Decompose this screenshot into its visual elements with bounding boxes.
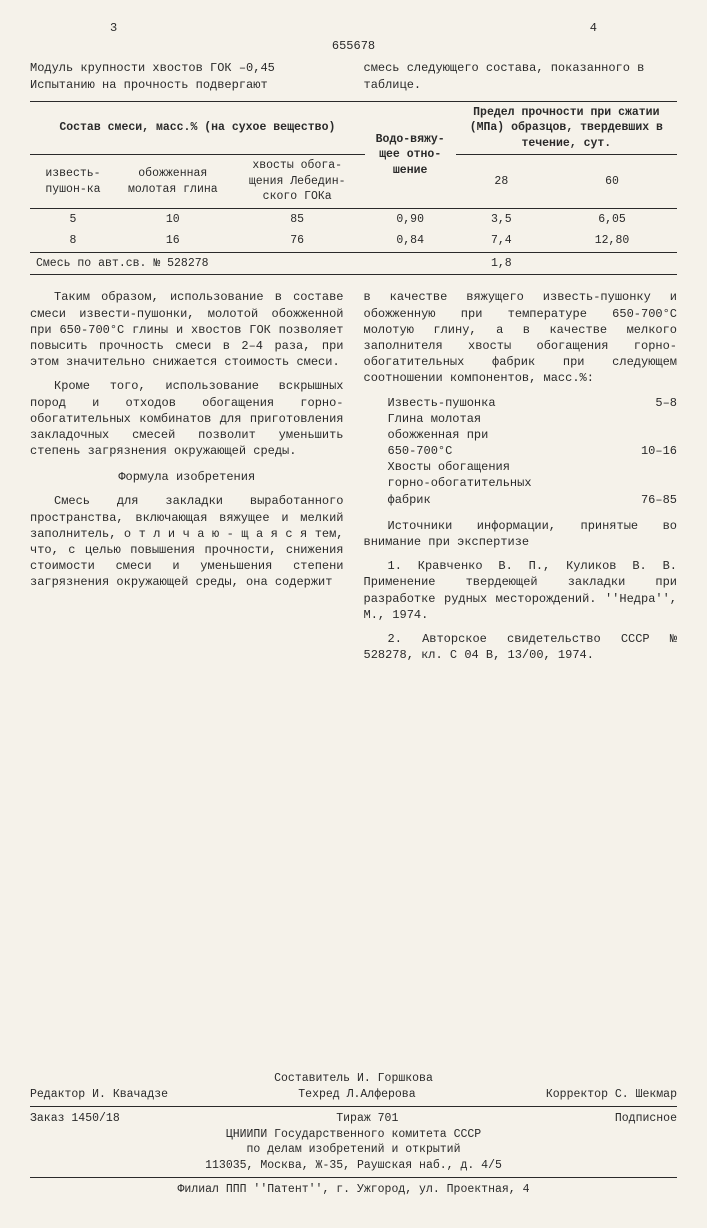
table-row: 5 10 85 0,90 3,5 6,05 — [30, 208, 677, 230]
tech-editor: Техред Л.Алферова — [298, 1087, 415, 1103]
th-strength: Предел прочности при сжатии (МПа) образц… — [456, 101, 677, 155]
intro-left: Модуль крупности хвостов ГОК –0,45 Испыт… — [30, 60, 344, 92]
formula-title: Формула изобретения — [30, 469, 344, 485]
th-c2: обожженная молотая глина — [116, 155, 230, 209]
tirage: Тираж 701 — [336, 1111, 398, 1127]
doc-number: 655678 — [30, 38, 677, 54]
para-3: Смесь для закладки выработанного простра… — [30, 493, 344, 590]
order: Заказ 1450/18 — [30, 1111, 120, 1127]
th-c1: известь-пушон-ка — [30, 155, 116, 209]
components-list: Известь-пушонка5–8 Глина молотая обожжен… — [364, 395, 678, 508]
data-table: Состав смеси, масс.% (на сухое вещество)… — [30, 101, 677, 276]
source-1: 1. Кравченко В. П., Куликов В. В. Примен… — [364, 558, 678, 623]
branch: Филиал ППП ''Патент'', г. Ужгород, ул. П… — [30, 1177, 677, 1198]
subscription: Подписное — [615, 1111, 677, 1127]
intro-right: смесь следующего состава, показанного в … — [364, 60, 678, 92]
editor: Редактор И. Квачадзе — [30, 1087, 168, 1103]
th-c5: 60 — [547, 155, 677, 209]
page-num-right: 4 — [590, 20, 597, 36]
source-2: 2. Авторское свидетельство СССР № 528278… — [364, 631, 678, 663]
table-row: 8 16 76 0,84 7,4 12,80 — [30, 230, 677, 252]
corrector: Корректор С. Шекмар — [546, 1087, 677, 1103]
compiler: Составитель И. Горшкова — [30, 1071, 677, 1087]
th-c4: 28 — [456, 155, 547, 209]
para-1: Таким образом, использование в составе с… — [30, 289, 344, 370]
para-2: Кроме того, использование вскрышных поро… — [30, 378, 344, 459]
page-num-left: 3 — [110, 20, 117, 36]
org-1: ЦНИИПИ Государственного комитета СССР — [30, 1127, 677, 1143]
org-2: по делам изобретений и открытий — [30, 1142, 677, 1158]
footer: Составитель И. Горшкова Редактор И. Квач… — [30, 1071, 677, 1198]
para-4: в качестве вяжущего известь-пушонку и об… — [364, 289, 678, 386]
address: 113035, Москва, Ж-35, Раушская наб., д. … — [30, 1158, 677, 1174]
th-c3: хвосты обога-щения Лебедин-ского ГОКа — [230, 155, 365, 209]
table-row: Смесь по авт.св. № 528278 1,8 — [30, 252, 677, 275]
th-mix: Состав смеси, масс.% (на сухое вещество) — [30, 101, 365, 155]
th-ratio: Водо-вяжу-щее отно-шение — [365, 101, 456, 208]
sources-title: Источники информации, принятые во вниман… — [364, 518, 678, 550]
